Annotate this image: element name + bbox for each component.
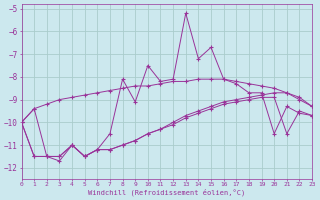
- X-axis label: Windchill (Refroidissement éolien,°C): Windchill (Refroidissement éolien,°C): [88, 188, 245, 196]
